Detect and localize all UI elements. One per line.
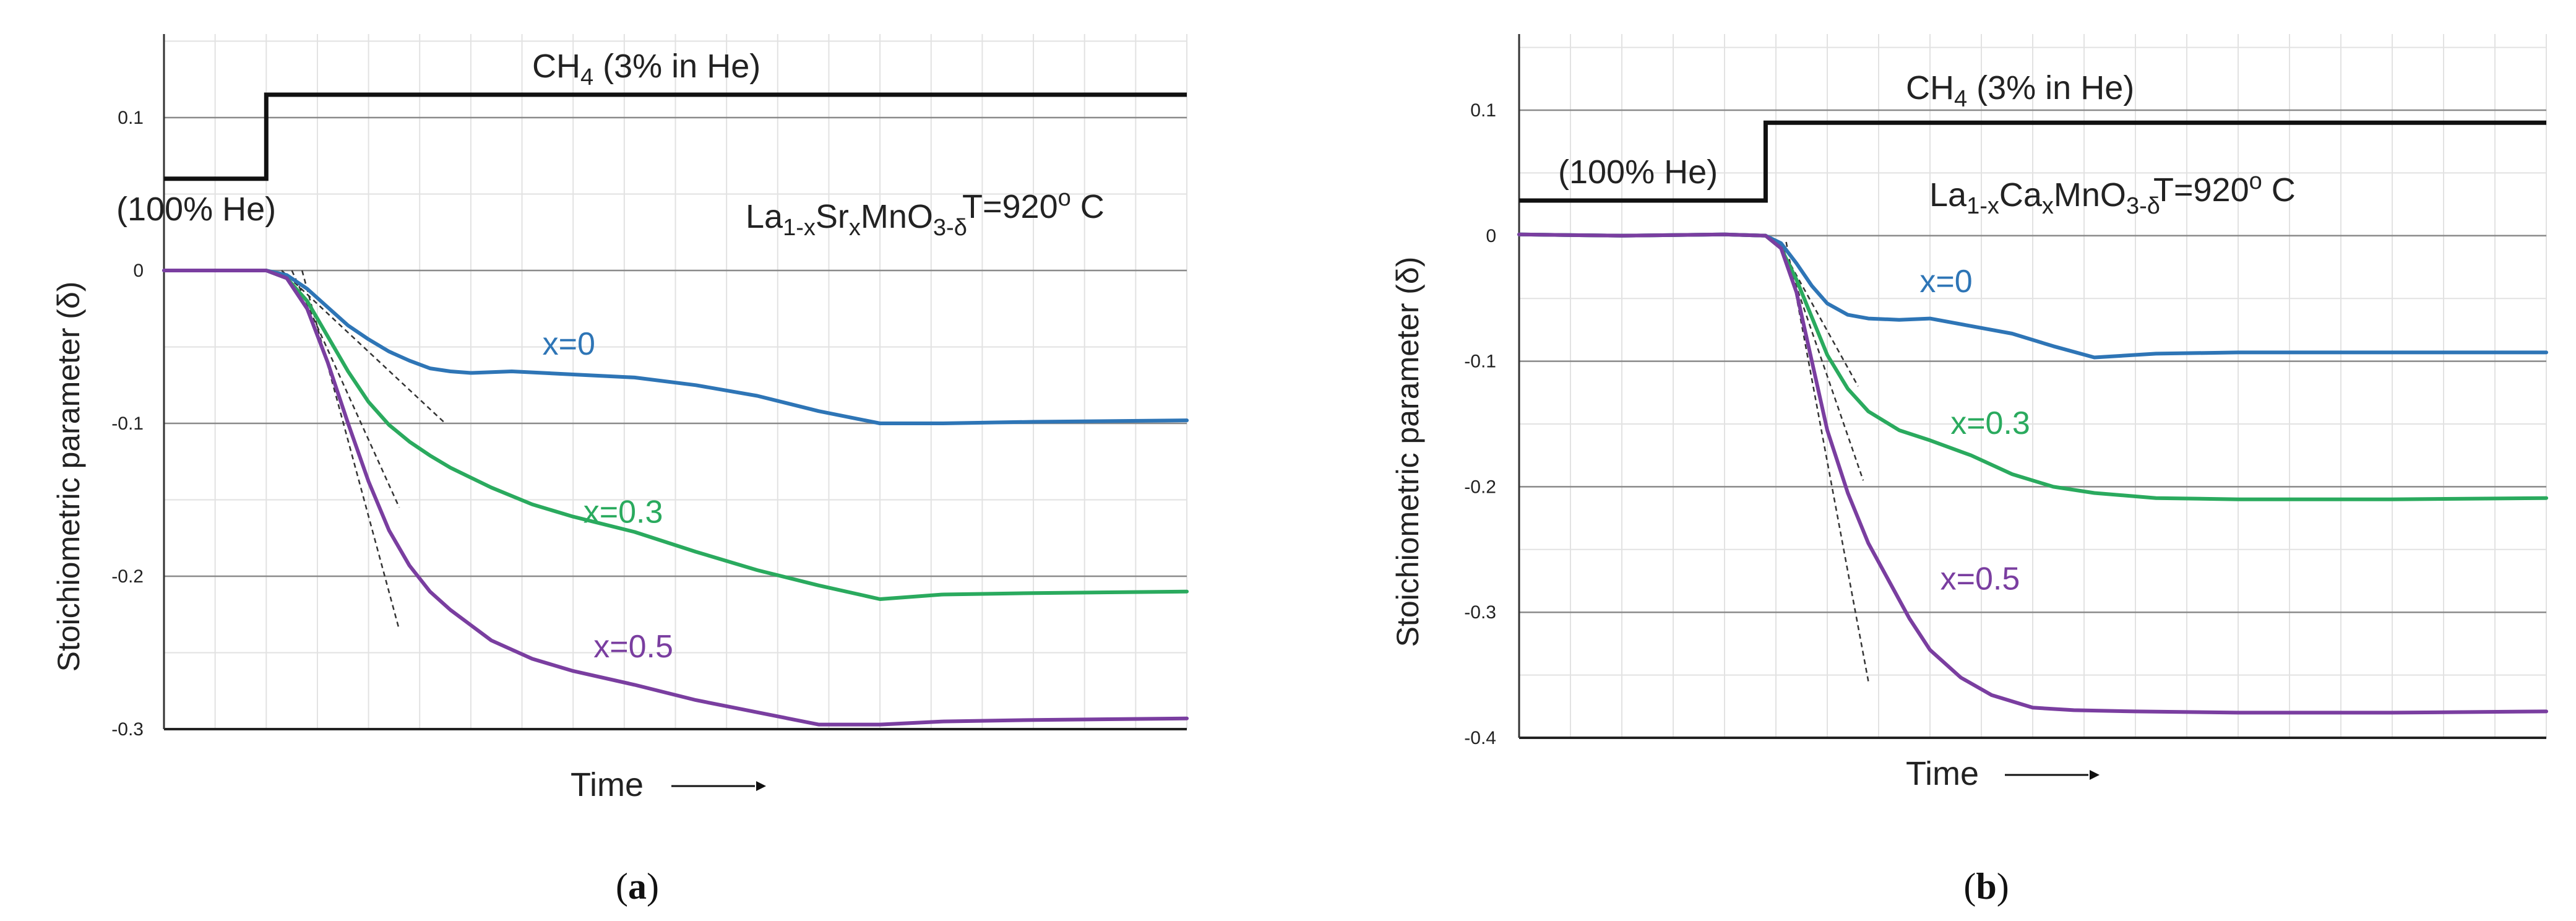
panel-a-ch4-main: CH (532, 48, 580, 85)
panel-b-time-arrow (2005, 770, 2100, 780)
panel-a-tangent-line (291, 270, 400, 508)
panel-a-series-label: x=0.3 (584, 495, 663, 530)
panel-a-series-label: x=0 (543, 326, 595, 362)
panel-a-y-tick-label: -0.2 (111, 566, 144, 587)
panel-a-material-label: La1-xSrxMnO3-δ (746, 198, 967, 241)
panel-a-time-arrow (671, 781, 766, 791)
panel-b-label: (b) (1963, 866, 2009, 907)
panel-a-series-label: x=0.5 (593, 629, 673, 665)
panel-a-temperature-label: T=920o C (962, 185, 1105, 225)
panel-b-series-label: x=0.3 (1950, 405, 2030, 441)
panel-a-series-x0-line (162, 269, 1189, 425)
panel-a-series-labels: x=0 x=0.3 x=0.5 (543, 326, 673, 665)
panel-a-y-tick-label: -0.1 (111, 413, 144, 434)
panel-a-series (162, 269, 1189, 727)
panel-a-tangent-lines (281, 270, 446, 630)
panel-a-x-axis-label: Time (571, 766, 644, 803)
panel-a-grid (163, 34, 1187, 730)
panel-b-y-tick-label: 0 (1486, 226, 1496, 246)
panel-b-material-label: La1-xCaxMnO3-δ (1929, 176, 2160, 219)
panel-b-grid (1518, 34, 2547, 739)
panel-a-y-tick-label: -0.3 (111, 719, 144, 740)
panel-a-ch4-sub: 4 (580, 64, 593, 90)
panel-b-chart: 0.1 0 -0.1 -0.2 -0.3 -0.4 Stoichiometric para… (1390, 34, 2548, 907)
panel-b-tangent-lines (1777, 241, 1869, 681)
panel-b-tangent-line (1780, 241, 1864, 481)
panel-b-ch4-rest: (3% in He) (1967, 69, 2134, 106)
panel-b-series-label: x=0 (1919, 264, 1972, 300)
panel-a-y-tick-label: 0 (133, 261, 144, 281)
panel-b-he-label: (100% He) (1558, 154, 1718, 191)
panel-b-series-labels: x=0 x=0.3 x=0.5 (1919, 264, 2030, 597)
panel-b-y-tick-label: -0.2 (1464, 477, 1496, 497)
panel-a-y-axis-label: Stoichiometric parameter (δ) (51, 282, 86, 672)
panel-a-he-label: (100% He) (116, 191, 276, 228)
panel-b-y-axis-label: Stoichiometric parameter (δ) (1390, 257, 1425, 647)
panel-b-gas-step-line (1519, 120, 2546, 203)
panel-b-series-label: x=0.5 (1941, 561, 2020, 597)
panel-a-chart: 0.1 0 -0.1 -0.2 -0.3 Stoichiometric paramete… (51, 34, 1189, 907)
panel-b-y-tick-label: -0.4 (1464, 728, 1496, 748)
panel-b-ch4-label: CH4 (3% in He) (1906, 69, 2134, 112)
panel-a-ch4-rest: (3% in He) (593, 48, 760, 85)
panel-a-ch4-label: CH4 (3% in He) (532, 48, 760, 90)
panel-b-y-tick-label: 0.1 (1470, 100, 1496, 121)
panel-b-y-ticks: 0.1 0 -0.1 -0.2 -0.3 -0.4 (1464, 100, 1496, 748)
panel-b-x-axis-label: Time (1906, 755, 1979, 792)
panel-a-series-x05-line (162, 269, 1189, 727)
panel-b-y-tick-label: -0.1 (1464, 352, 1496, 372)
panel-a-label: (a) (616, 866, 659, 907)
panel-a-y-ticks: 0.1 0 -0.1 -0.2 -0.3 (111, 108, 144, 740)
panel-b-y-tick-label: -0.3 (1464, 602, 1496, 623)
panel-a-tangent-line (301, 270, 400, 630)
panel-b-ch4-sub: 4 (1954, 86, 1967, 112)
panel-b-ch4-main: CH (1906, 69, 1954, 106)
panel-b-series (1517, 232, 2548, 715)
panel-b-temperature-label: T=920o C (2153, 168, 2296, 209)
panel-a-y-tick-label: 0.1 (118, 108, 144, 128)
panel-b-series-x05-line (1517, 232, 2548, 715)
panel-a-series-x03-line (162, 269, 1189, 601)
panel-a-gas-step-line (164, 92, 1187, 181)
